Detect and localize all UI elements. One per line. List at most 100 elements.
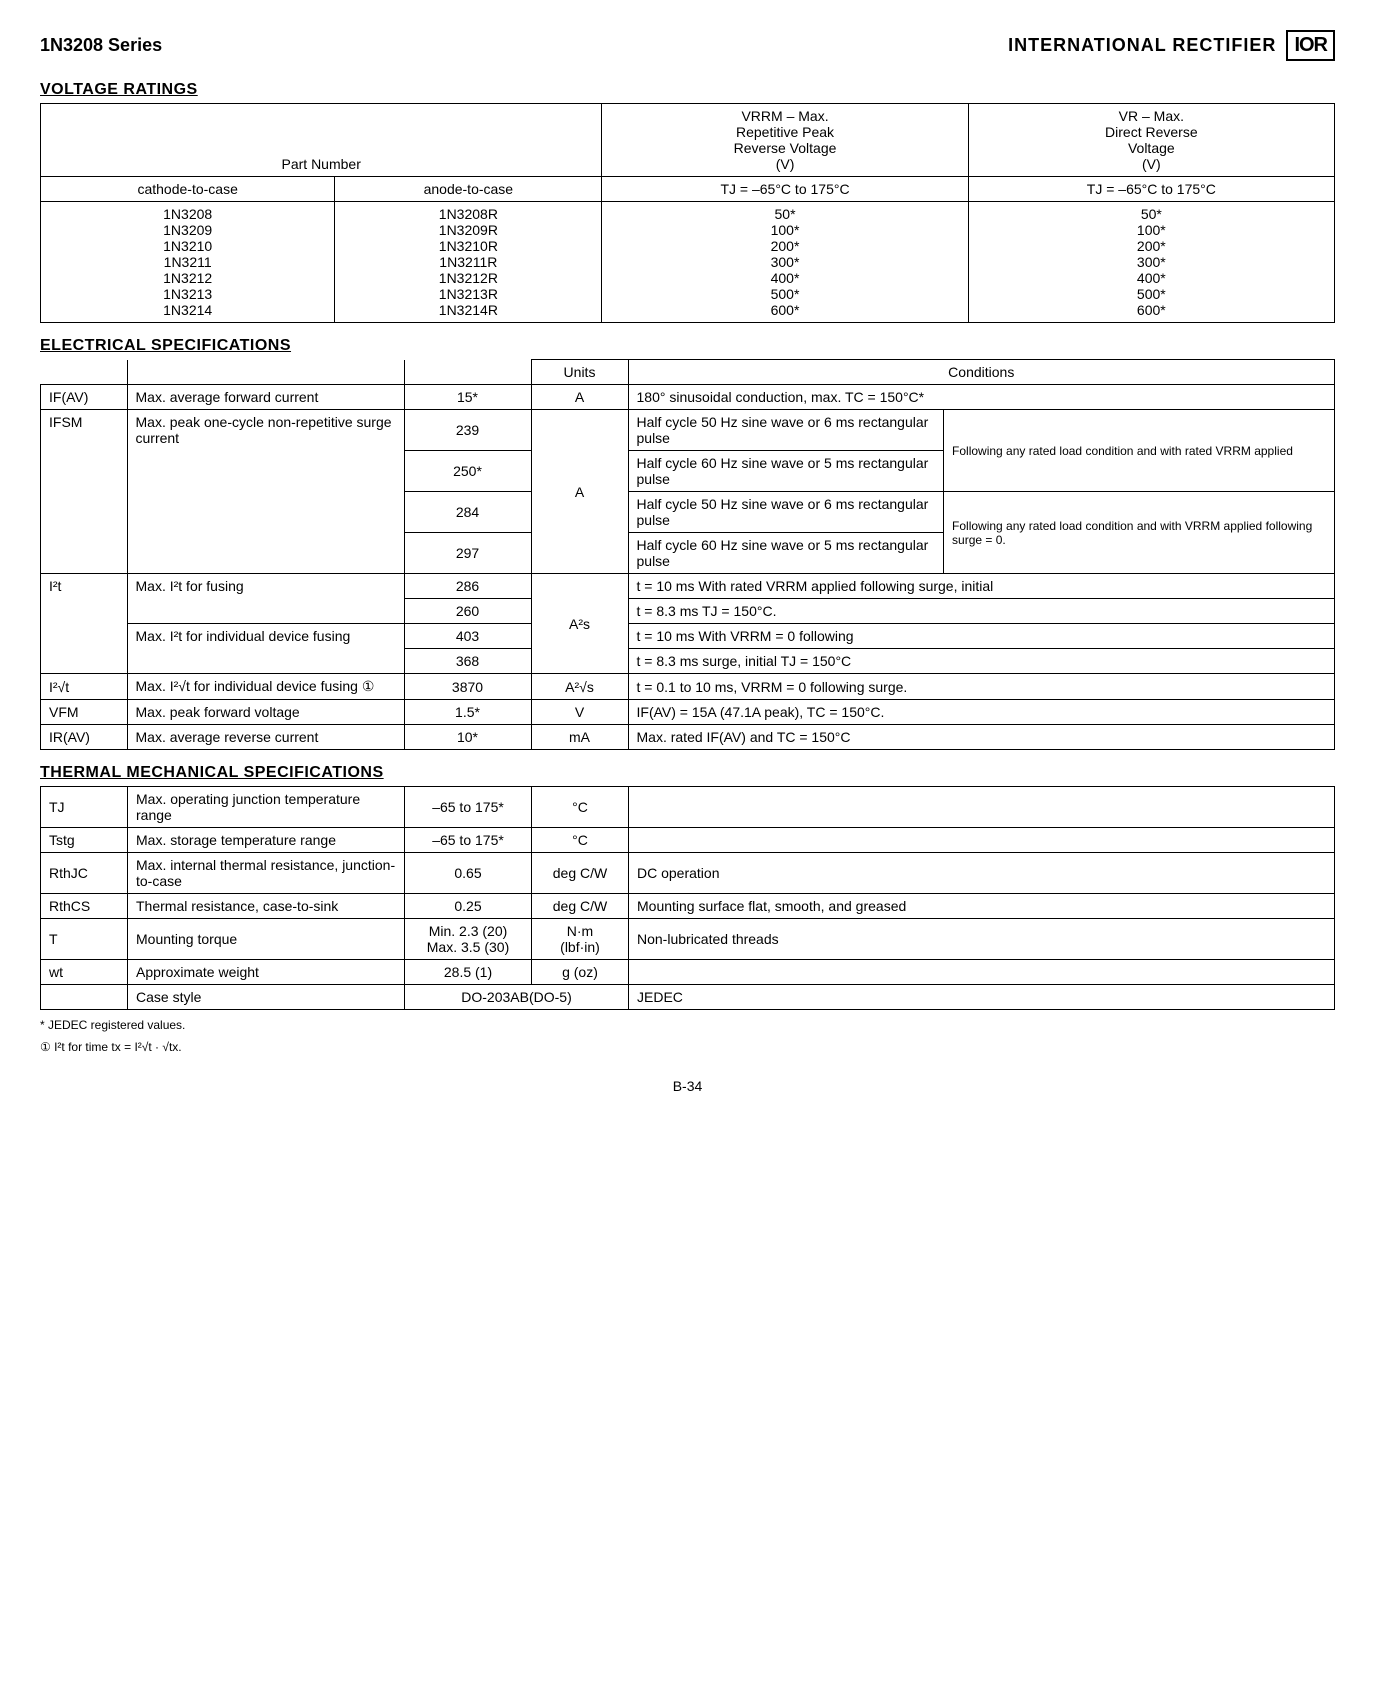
series-title: 1N3208 Series — [40, 35, 162, 56]
ifav-cond: 180° sinusoidal conduction, max. TC = 15… — [628, 385, 1335, 410]
vr-l1: VR – Max. — [1119, 108, 1184, 124]
c0: 1N3208 — [49, 206, 326, 222]
i2t-iv1: 368 — [404, 649, 531, 674]
electrical-table: Units Conditions IF(AV) Max. average for… — [40, 359, 1335, 750]
vrrm4: 400* — [610, 270, 959, 286]
a2: 1N3210R — [343, 238, 593, 254]
th5-desc: Approximate weight — [128, 960, 405, 985]
ifsm-c0a: Half cycle 50 Hz sine wave or 6 ms recta… — [628, 410, 944, 451]
row-ifsm-0: IFSM Max. peak one-cycle non-repetitive … — [41, 410, 1335, 451]
i2t-v0: 286 — [404, 574, 531, 599]
vr4: 400* — [977, 270, 1326, 286]
vrrm1: 100* — [610, 222, 959, 238]
blank3 — [404, 360, 531, 385]
vr1: 100* — [977, 222, 1326, 238]
th3-cond: Mounting surface flat, smooth, and greas… — [629, 894, 1335, 919]
ifsm-c0b: Following any rated load condition and w… — [944, 410, 1335, 492]
i2t-unit: A²s — [531, 574, 628, 674]
ifsm-sym: IFSM — [41, 410, 128, 574]
th0-unit: °C — [532, 787, 629, 828]
i2t-sym: I²t — [41, 574, 128, 674]
th1-desc: Max. storage temperature range — [128, 828, 405, 853]
i2t-ic1: t = 8.3 ms surge, initial TJ = 150°C — [628, 649, 1335, 674]
i2rt-val: 3870 — [404, 674, 531, 700]
ifsm-v2: 284 — [404, 492, 531, 533]
tj-range-1: TJ = –65°C to 175°C — [602, 177, 968, 202]
vr-col-a: 1N3208R 1N3209R 1N3210R 1N3211R 1N3212R … — [335, 202, 602, 323]
th-row-4: T Mounting torque Min. 2.3 (20) Max. 3.5… — [41, 919, 1335, 960]
vr-l4: (V) — [1142, 156, 1161, 172]
i2rt-cond: t = 0.1 to 10 ms, VRRM = 0 following sur… — [628, 674, 1335, 700]
th-row-0: TJ Max. operating junction temperature r… — [41, 787, 1335, 828]
th6-sym — [41, 985, 128, 1010]
irav-desc: Max. average reverse current — [127, 725, 404, 750]
sub-cathode: cathode-to-case — [41, 177, 335, 202]
brand: INTERNATIONAL RECTIFIER IOR — [1008, 30, 1335, 61]
ifsm-unit: A — [531, 410, 628, 574]
th3-sym: RthCS — [41, 894, 128, 919]
a6: 1N3214R — [343, 302, 593, 318]
a5: 1N3213R — [343, 286, 593, 302]
th4-val: Min. 2.3 (20) Max. 3.5 (30) — [405, 919, 532, 960]
vr2: 200* — [977, 238, 1326, 254]
a1: 1N3209R — [343, 222, 593, 238]
brand-text: INTERNATIONAL RECTIFIER — [1008, 35, 1276, 56]
ifav-val: 15* — [404, 385, 531, 410]
th-row-5: wt Approximate weight 28.5 (1) g (oz) — [41, 960, 1335, 985]
vr-col-vrrm: 50* 100* 200* 300* 400* 500* 600* — [602, 202, 968, 323]
ifav-desc: Max. average forward current — [127, 385, 404, 410]
ifav-sym: IF(AV) — [41, 385, 128, 410]
irav-val: 10* — [404, 725, 531, 750]
c4: 1N3212 — [49, 270, 326, 286]
ifsm-v1: 250* — [404, 451, 531, 492]
c6: 1N3214 — [49, 302, 326, 318]
row-i2rt: I²√t Max. I²√t for individual device fus… — [41, 674, 1335, 700]
vr5: 500* — [977, 286, 1326, 302]
brand-logo: IOR — [1286, 30, 1335, 61]
vfm-unit: V — [531, 700, 628, 725]
th5-unit: g (oz) — [532, 960, 629, 985]
row-i2t-0: I²t Max. I²t for fusing 286 A²s t = 10 m… — [41, 574, 1335, 599]
thermal-table: TJ Max. operating junction temperature r… — [40, 786, 1335, 1010]
vrrm5: 500* — [610, 286, 959, 302]
electrical-title: ELECTRICAL SPECIFICATIONS — [40, 337, 1335, 355]
vrrm-l2: Repetitive Peak — [736, 124, 834, 140]
i2t-desc: Max. I²t for fusing — [127, 574, 404, 624]
blank2 — [127, 360, 404, 385]
vfm-cond: IF(AV) = 15A (47.1A peak), TC = 150°C. — [628, 700, 1335, 725]
th1-val: –65 to 175* — [405, 828, 532, 853]
th4-cond: Non-lubricated threads — [629, 919, 1335, 960]
th-row-3: RthCS Thermal resistance, case-to-sink 0… — [41, 894, 1335, 919]
vr-l2: Direct Reverse — [1105, 124, 1198, 140]
ifsm-v0: 239 — [404, 410, 531, 451]
vr0: 50* — [977, 206, 1326, 222]
tj-range-2: TJ = –65°C to 175°C — [968, 177, 1334, 202]
i2t-iv0: 403 — [404, 624, 531, 649]
th2-unit: deg C/W — [532, 853, 629, 894]
th5-cond — [629, 960, 1335, 985]
th4-sym: T — [41, 919, 128, 960]
i2rt-unit: A²√s — [531, 674, 628, 700]
th4-desc: Mounting torque — [128, 919, 405, 960]
col-vr: VR – Max. Direct Reverse Voltage (V) — [968, 104, 1334, 177]
ifsm-c2b: Following any rated load condition and w… — [944, 492, 1335, 574]
th0-desc: Max. operating junction temperature rang… — [128, 787, 405, 828]
th5-val: 28.5 (1) — [405, 960, 532, 985]
th1-unit: °C — [532, 828, 629, 853]
vr6: 600* — [977, 302, 1326, 318]
page-header: 1N3208 Series INTERNATIONAL RECTIFIER IO… — [40, 30, 1335, 61]
ifsm-c2b1: Following any rated load condition and — [952, 519, 1157, 533]
row-ifav: IF(AV) Max. average forward current 15* … — [41, 385, 1335, 410]
vrrm-l4: (V) — [776, 156, 795, 172]
th3-val: 0.25 — [405, 894, 532, 919]
th2-cond: DC operation — [629, 853, 1335, 894]
footnote-2: ① I²t for time tx = I²√t · √tx. — [40, 1040, 1335, 1054]
footnote-1: * JEDEC registered values. — [40, 1018, 1335, 1032]
i2t-ind-desc: Max. I²t for individual device fusing — [127, 624, 404, 674]
i2t-c1: t = 8.3 ms TJ = 150°C. — [628, 599, 1335, 624]
row-vfm: VFM Max. peak forward voltage 1.5* V IF(… — [41, 700, 1335, 725]
irav-cond: Max. rated IF(AV) and TC = 150°C — [628, 725, 1335, 750]
ifsm-c0b2: with rated VRRM applied — [1160, 444, 1293, 458]
th6-val: DO-203AB(DO-5) — [405, 985, 629, 1010]
ifsm-c2a: Half cycle 50 Hz sine wave or 6 ms recta… — [628, 492, 944, 533]
